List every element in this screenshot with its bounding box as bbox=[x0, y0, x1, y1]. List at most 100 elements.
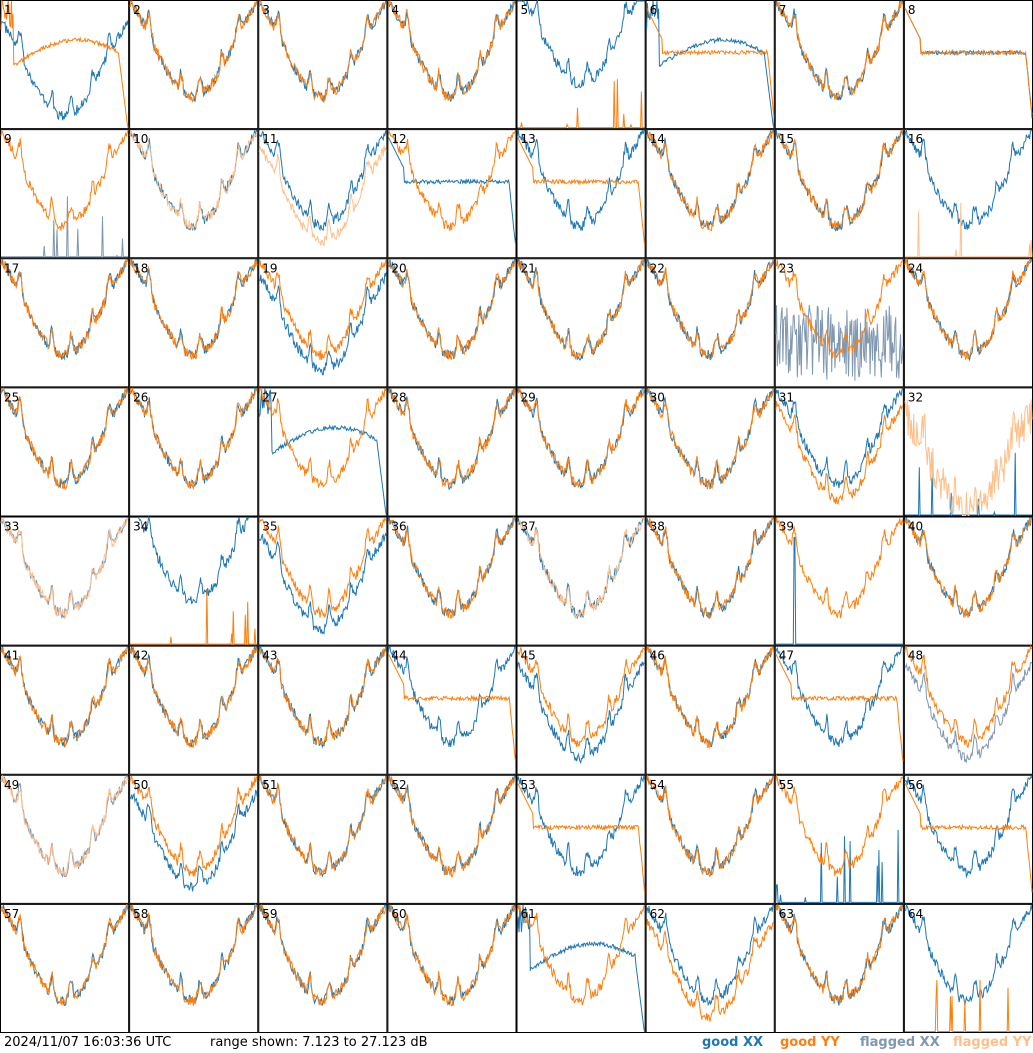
panel-label: 21 bbox=[521, 261, 536, 275]
panel-label: 53 bbox=[521, 778, 536, 792]
series-yy-line bbox=[904, 257, 1033, 361]
panel-label: 59 bbox=[262, 907, 277, 921]
series-xx-line bbox=[258, 130, 387, 232]
panel-frame bbox=[129, 774, 259, 904]
series-xx-line bbox=[904, 128, 1033, 230]
panel-frame bbox=[129, 387, 259, 517]
panel-label: 30 bbox=[650, 390, 665, 404]
series-xx-line bbox=[259, 271, 387, 376]
series-xx-line bbox=[517, 775, 646, 877]
series-yy-line bbox=[517, 782, 646, 893]
series-yy-line bbox=[0, 259, 129, 359]
panel-label: 37 bbox=[521, 520, 536, 534]
panel-30: 30 bbox=[645, 387, 775, 517]
series-yy-line bbox=[387, 0, 516, 101]
panel-36: 36 bbox=[387, 515, 517, 646]
panel-label: 52 bbox=[391, 778, 406, 792]
panel-label: 23 bbox=[779, 261, 794, 275]
panel-54: 54 bbox=[645, 774, 775, 904]
panel-26: 26 bbox=[129, 386, 259, 517]
panel-label: 40 bbox=[908, 520, 923, 534]
series-yy-line bbox=[258, 0, 387, 103]
panel-frame bbox=[0, 774, 130, 904]
panel-label: 64 bbox=[908, 907, 923, 921]
panel-label: 32 bbox=[908, 390, 923, 404]
panel-label: 18 bbox=[133, 261, 148, 275]
series-yy-line bbox=[775, 517, 904, 619]
panel-frame bbox=[387, 129, 517, 259]
panel-label: 39 bbox=[779, 520, 794, 534]
series-yy-line bbox=[258, 145, 387, 247]
series-yy-line bbox=[130, 588, 258, 645]
panel-label: 57 bbox=[4, 907, 19, 921]
series-xx-line bbox=[1, 196, 129, 259]
panel-47: 47 bbox=[774, 645, 904, 775]
series-xx-line bbox=[775, 536, 903, 645]
panel-28: 28 bbox=[387, 387, 517, 517]
panel-1: 1 bbox=[0, 0, 130, 130]
panel-3: 3 bbox=[258, 0, 388, 130]
panel-label: 35 bbox=[262, 520, 277, 534]
panel-label: 17 bbox=[4, 261, 19, 275]
panel-57: 57 bbox=[0, 903, 130, 1033]
panel-label: 11 bbox=[262, 132, 277, 146]
series-yy-line bbox=[258, 903, 387, 1006]
panel-33: 33 bbox=[0, 516, 130, 646]
series-xx-line bbox=[517, 129, 645, 232]
panel-label: 7 bbox=[779, 3, 787, 17]
panel-label: 4 bbox=[391, 3, 399, 17]
panel-41: 41 bbox=[0, 645, 130, 775]
panel-frame bbox=[903, 387, 1033, 517]
panel-label: 56 bbox=[908, 778, 923, 792]
series-yy-line bbox=[646, 515, 775, 620]
series-yy-line bbox=[129, 647, 258, 748]
panel-frame bbox=[774, 774, 904, 904]
panel-16: 16 bbox=[903, 128, 1033, 259]
panel-frame bbox=[129, 645, 259, 775]
panel-frame bbox=[258, 645, 388, 775]
series-yy-line bbox=[517, 904, 646, 1006]
series-yy-line bbox=[0, 129, 129, 231]
panel-17: 17 bbox=[0, 258, 130, 388]
panel-43: 43 bbox=[258, 645, 388, 775]
series-xx-line bbox=[130, 515, 258, 605]
legend-good-xx: good XX bbox=[702, 1035, 764, 1050]
panel-frame bbox=[516, 903, 646, 1033]
series-yy-line bbox=[904, 782, 1033, 893]
panel-frame bbox=[516, 0, 646, 130]
panel-label: 29 bbox=[521, 390, 536, 404]
panel-label: 38 bbox=[650, 520, 665, 534]
panel-frame bbox=[516, 774, 646, 904]
series-yy-line bbox=[517, 388, 646, 488]
series-xx-line bbox=[387, 645, 516, 747]
series-yy-line bbox=[904, 202, 1033, 258]
panel-31: 31 bbox=[774, 387, 904, 517]
series-yy-line bbox=[775, 129, 904, 230]
legend-good-yy: good YY bbox=[780, 1035, 840, 1050]
panel-40: 40 bbox=[903, 516, 1033, 646]
series-yy-line bbox=[904, 644, 1033, 749]
series-yy-line bbox=[0, 646, 129, 749]
panel-label: 5 bbox=[521, 3, 529, 17]
panel-label: 41 bbox=[4, 649, 19, 663]
series-yy-line bbox=[904, 979, 1032, 1032]
panel-label: 45 bbox=[521, 649, 536, 663]
panel-21: 21 bbox=[516, 257, 646, 388]
panel-label: 51 bbox=[262, 778, 277, 792]
panel-6: 6 bbox=[645, 0, 775, 130]
series-xx-line bbox=[904, 661, 1033, 764]
range-label: range shown: 7.123 to 27.123 dB bbox=[210, 1035, 428, 1050]
panel-frame bbox=[645, 258, 775, 388]
panel-frame bbox=[0, 645, 130, 775]
series-xx-line bbox=[258, 532, 387, 635]
series-yy-line bbox=[0, 0, 129, 129]
panel-label: 36 bbox=[391, 520, 406, 534]
panel-frame bbox=[645, 129, 775, 259]
panel-label: 15 bbox=[779, 132, 794, 146]
panel-label: 14 bbox=[650, 132, 665, 146]
series-xx-line bbox=[129, 789, 258, 892]
panel-60: 60 bbox=[387, 903, 517, 1033]
panel-frame bbox=[903, 903, 1033, 1033]
panel-frame bbox=[0, 0, 130, 130]
panel-label: 50 bbox=[133, 778, 148, 792]
